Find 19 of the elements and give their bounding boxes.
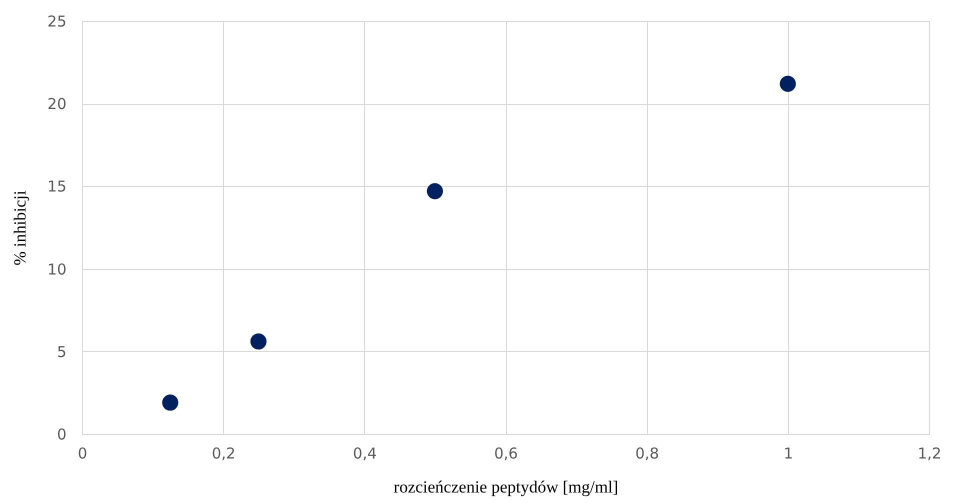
x-tick-label: 0,4	[352, 444, 377, 462]
y-tick-label: 10	[47, 260, 66, 278]
point	[250, 333, 267, 350]
point	[780, 76, 796, 92]
x-tick-label: 1,2	[918, 444, 942, 462]
x-tick-label: 0	[78, 444, 88, 462]
y-tick-label: 20	[47, 95, 66, 114]
y-tick-label: 5	[56, 342, 66, 361]
x-tick-label: 1	[784, 444, 794, 462]
x-tick-label: 0,6	[494, 444, 518, 462]
point	[426, 183, 443, 200]
y-tick-label: 25	[47, 12, 66, 30]
point	[162, 394, 178, 411]
y-tick-label: 15	[47, 178, 66, 196]
x-tick-label: 0,8	[635, 444, 660, 462]
x-tick-label: 0,2	[212, 444, 236, 462]
x-axis-title: rozcieńczenie peptydów [mg/ml]	[394, 478, 618, 496]
y-axis-title: % inhibicji	[10, 190, 30, 266]
y-tick-label: 0	[56, 426, 66, 444]
